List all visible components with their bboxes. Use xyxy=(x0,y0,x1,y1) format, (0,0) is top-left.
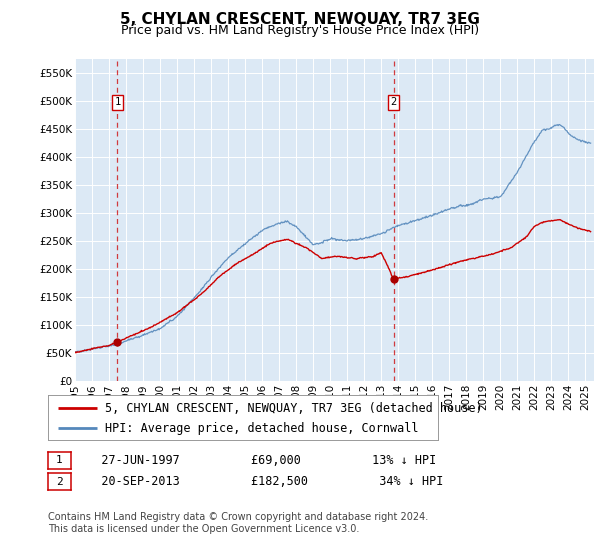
Text: 5, CHYLAN CRESCENT, NEWQUAY, TR7 3EG: 5, CHYLAN CRESCENT, NEWQUAY, TR7 3EG xyxy=(120,12,480,27)
Text: 20-SEP-2013          £182,500          34% ↓ HPI: 20-SEP-2013 £182,500 34% ↓ HPI xyxy=(80,475,443,488)
Text: Price paid vs. HM Land Registry's House Price Index (HPI): Price paid vs. HM Land Registry's House … xyxy=(121,24,479,36)
Text: 27-JUN-1997          £69,000          13% ↓ HPI: 27-JUN-1997 £69,000 13% ↓ HPI xyxy=(80,454,436,467)
Text: 1: 1 xyxy=(56,455,63,465)
Text: 1: 1 xyxy=(114,97,121,108)
Text: 2: 2 xyxy=(391,97,397,108)
Text: HPI: Average price, detached house, Cornwall: HPI: Average price, detached house, Corn… xyxy=(104,422,418,435)
Text: 2: 2 xyxy=(56,477,63,487)
Text: Contains HM Land Registry data © Crown copyright and database right 2024.
This d: Contains HM Land Registry data © Crown c… xyxy=(48,512,428,534)
Text: 5, CHYLAN CRESCENT, NEWQUAY, TR7 3EG (detached house): 5, CHYLAN CRESCENT, NEWQUAY, TR7 3EG (de… xyxy=(104,402,482,415)
